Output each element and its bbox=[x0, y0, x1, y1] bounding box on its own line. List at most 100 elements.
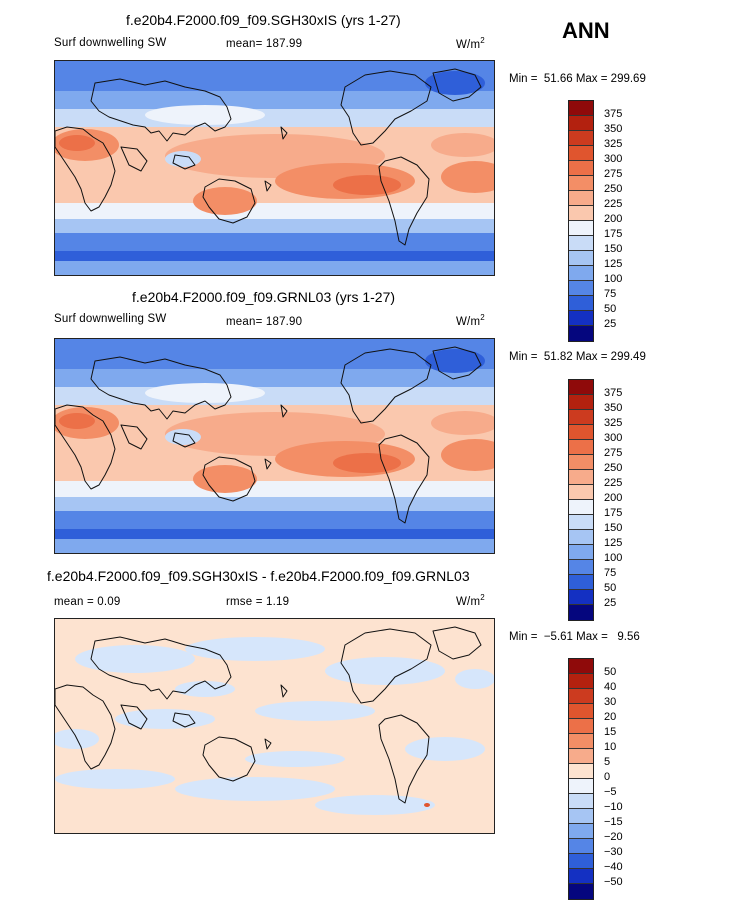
colorbar-tick-label: 75 bbox=[604, 288, 617, 300]
colorbar-swatch bbox=[569, 101, 593, 116]
colorbar-tick-label: 325 bbox=[604, 417, 623, 429]
colorbar-tick-label: 225 bbox=[604, 477, 623, 489]
colorbar-tick-label: 20 bbox=[604, 711, 617, 723]
colorbar-swatch bbox=[569, 854, 593, 869]
colorbar-tick-label: −40 bbox=[604, 861, 623, 873]
map-plot bbox=[54, 338, 495, 554]
colorbar-tick-label: 50 bbox=[604, 303, 617, 315]
colorbar-tick-label: 300 bbox=[604, 153, 623, 165]
colorbar-swatch bbox=[569, 266, 593, 281]
colorbar-swatch bbox=[569, 191, 593, 206]
colorbar-swatch bbox=[569, 116, 593, 131]
colorbar bbox=[568, 658, 594, 900]
panel-title: f.e20b4.F2000.f09_f09.SGH30xIS (yrs 1-27… bbox=[126, 12, 401, 28]
colorbar-swatch bbox=[569, 884, 593, 899]
colorbar-swatch bbox=[569, 455, 593, 470]
colorbar-swatch bbox=[569, 689, 593, 704]
colorbar-tick-label: 275 bbox=[604, 168, 623, 180]
colorbar-tick-label: 200 bbox=[604, 213, 623, 225]
colorbar-tick-label: 25 bbox=[604, 597, 617, 609]
colorbar-tick-label: 10 bbox=[604, 741, 617, 753]
colorbar-swatch bbox=[569, 311, 593, 326]
colorbar-swatch bbox=[569, 824, 593, 839]
colorbar-tick-label: 175 bbox=[604, 507, 623, 519]
colorbar-tick-label: 225 bbox=[604, 198, 623, 210]
colorbar-swatch bbox=[569, 749, 593, 764]
mean-label: mean= 187.90 bbox=[226, 316, 303, 328]
colorbar-tick-label: 375 bbox=[604, 387, 623, 399]
colorbar-swatch bbox=[569, 221, 593, 236]
panel-title: f.e20b4.F2000.f09_f09.GRNL03 (yrs 1-27) bbox=[132, 289, 396, 305]
units-label: W/m2 bbox=[456, 593, 485, 608]
colorbar-tick-label: 175 bbox=[604, 228, 623, 240]
colorbar-tick-label: −20 bbox=[604, 831, 623, 843]
colorbar-tick-label: 350 bbox=[604, 123, 623, 135]
colorbar-tick-label: 75 bbox=[604, 567, 617, 579]
map-plot bbox=[54, 60, 495, 276]
colorbar-tick-label: 5 bbox=[604, 756, 611, 768]
colorbar-tick-label: 250 bbox=[604, 183, 623, 195]
mean-label: mean = 0.09 bbox=[54, 596, 121, 608]
colorbar-swatch bbox=[569, 674, 593, 689]
panel-title: f.e20b4.F2000.f09_f09.SGH30xIS - f.e20b4… bbox=[47, 568, 470, 584]
colorbar-swatch bbox=[569, 560, 593, 575]
colorbar-tick-label: −5 bbox=[604, 786, 617, 798]
colorbar-tick-label: 275 bbox=[604, 447, 623, 459]
colorbar-swatch bbox=[569, 281, 593, 296]
colorbar-swatch bbox=[569, 764, 593, 779]
colorbar-swatch bbox=[569, 296, 593, 311]
colorbar-tick-label: 300 bbox=[604, 432, 623, 444]
colorbar-tick-label: 125 bbox=[604, 258, 623, 270]
colorbar-swatch bbox=[569, 545, 593, 560]
colorbar bbox=[568, 379, 594, 621]
colorbar-swatch bbox=[569, 659, 593, 674]
colorbar-swatch bbox=[569, 395, 593, 410]
colorbar-swatch bbox=[569, 176, 593, 191]
map-plot bbox=[54, 618, 495, 834]
colorbar-swatch bbox=[569, 839, 593, 854]
colorbar-tick-label: 50 bbox=[604, 666, 617, 678]
season-label: ANN bbox=[562, 18, 610, 43]
colorbar-swatch bbox=[569, 410, 593, 425]
colorbar-tick-label: 30 bbox=[604, 696, 617, 708]
min-max-label: Min = −5.61 Max = 9.56 bbox=[509, 631, 640, 643]
colorbar-swatch bbox=[569, 809, 593, 824]
colorbar-swatch bbox=[569, 206, 593, 221]
units-label: W/m2 bbox=[456, 36, 485, 51]
colorbar-tick-label: 125 bbox=[604, 537, 623, 549]
colorbar-swatch bbox=[569, 500, 593, 515]
colorbar-tick-label: 50 bbox=[604, 582, 617, 594]
colorbar-tick-label: 150 bbox=[604, 243, 623, 255]
colorbar-tick-label: −15 bbox=[604, 816, 623, 828]
colorbar-tick-label: 15 bbox=[604, 726, 617, 738]
colorbar-tick-label: 325 bbox=[604, 138, 623, 150]
rmse-label: rmse = 1.19 bbox=[226, 596, 290, 608]
colorbar-swatch bbox=[569, 605, 593, 620]
colorbar-swatch bbox=[569, 161, 593, 176]
colorbar-tick-label: 150 bbox=[604, 522, 623, 534]
colorbar-tick-label: −10 bbox=[604, 801, 623, 813]
colorbar-swatch bbox=[569, 869, 593, 884]
colorbar-swatch bbox=[569, 794, 593, 809]
min-max-label: Min = 51.66 Max = 299.69 bbox=[509, 73, 646, 85]
colorbar-swatch bbox=[569, 485, 593, 500]
colorbar-swatch bbox=[569, 326, 593, 341]
colorbar-swatch bbox=[569, 515, 593, 530]
colorbar-swatch bbox=[569, 704, 593, 719]
colorbar-tick-label: 250 bbox=[604, 462, 623, 474]
min-max-label: Min = 51.82 Max = 299.49 bbox=[509, 351, 646, 363]
colorbar-swatch bbox=[569, 575, 593, 590]
colorbar-swatch bbox=[569, 251, 593, 266]
colorbar-swatch bbox=[569, 425, 593, 440]
colorbar-tick-label: 200 bbox=[604, 492, 623, 504]
colorbar-swatch bbox=[569, 530, 593, 545]
colorbar-swatch bbox=[569, 440, 593, 455]
variable-label: Surf downwelling SW bbox=[54, 37, 167, 49]
colorbar-swatch bbox=[569, 719, 593, 734]
colorbar-swatch bbox=[569, 779, 593, 794]
colorbar-swatch bbox=[569, 734, 593, 749]
colorbar-tick-label: 375 bbox=[604, 108, 623, 120]
colorbar-swatch bbox=[569, 131, 593, 146]
colorbar-tick-label: 350 bbox=[604, 402, 623, 414]
colorbar-tick-label: 100 bbox=[604, 273, 623, 285]
